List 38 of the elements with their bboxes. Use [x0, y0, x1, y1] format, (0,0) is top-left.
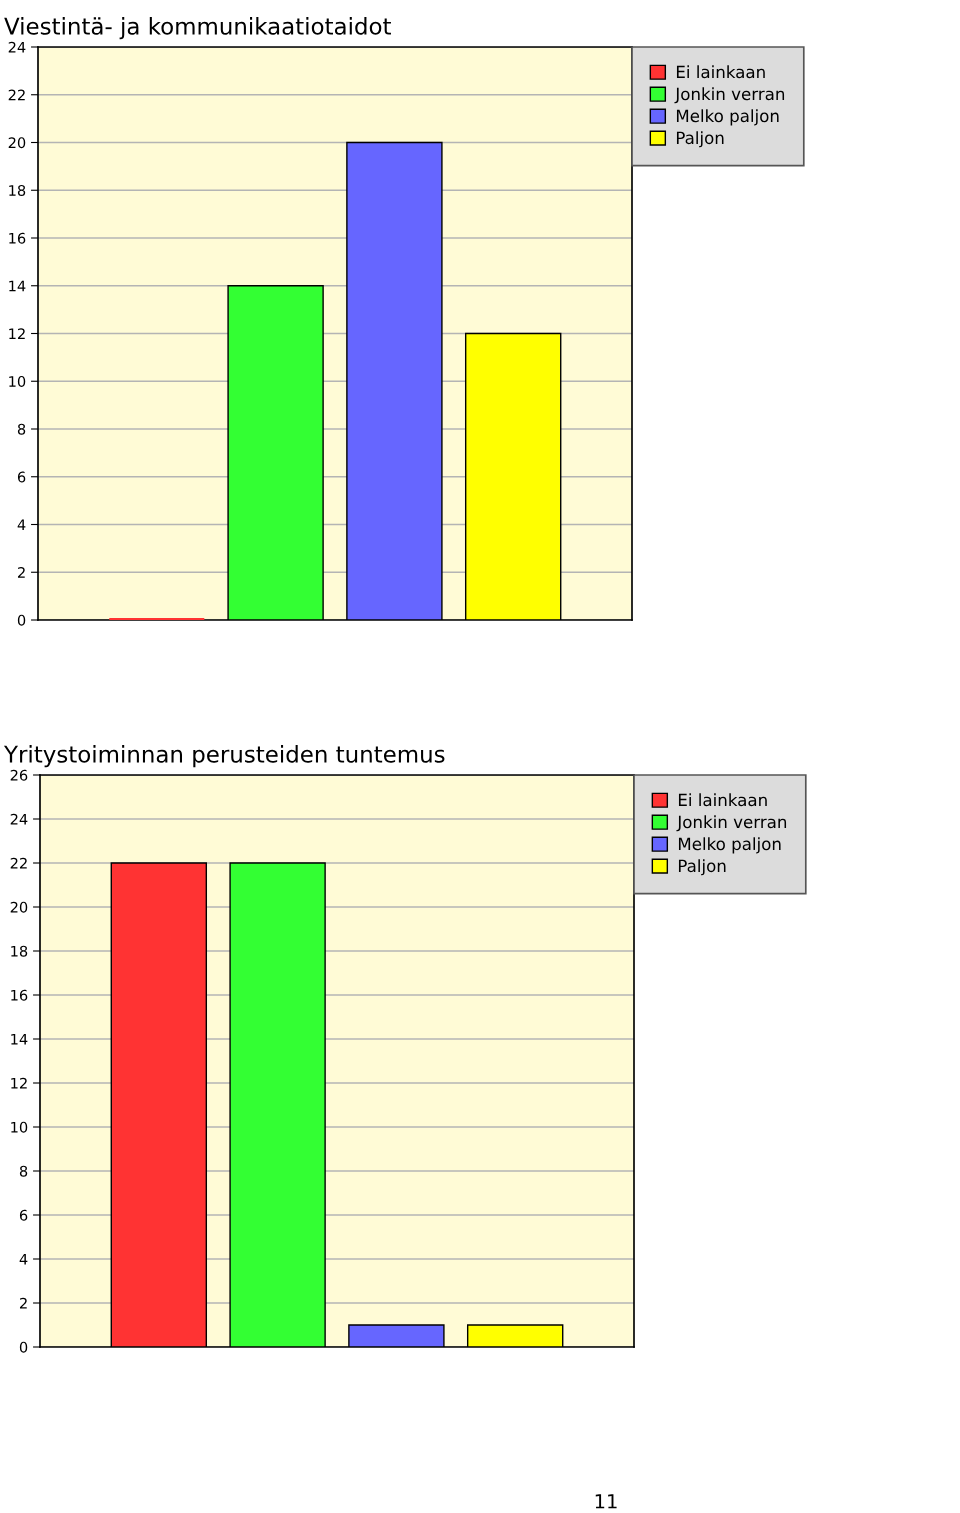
legend-label: Melko paljon	[678, 837, 781, 854]
y-tick-label: 16	[9, 232, 26, 244]
y-tick-label: 6	[17, 471, 26, 483]
y-tick-label: 0	[19, 1341, 28, 1353]
y-tick-label: 6	[19, 1209, 28, 1221]
chart-title: Viestintä- ja kommunikaatiotaidot	[4, 17, 391, 40]
y-tick-label: 12	[11, 1077, 27, 1089]
y-tick-label: 8	[17, 423, 26, 435]
y-tick-label: 8	[19, 1165, 28, 1177]
chart-title: Yritystoiminnan perusteiden tuntemus	[3, 745, 445, 768]
y-tick-label: 12	[9, 328, 25, 340]
y-tick-label: 4	[19, 1253, 28, 1265]
y-tick-label: 18	[9, 184, 26, 196]
y-tick-label: 2	[19, 1297, 27, 1309]
y-tick-label: 22	[8, 89, 25, 101]
legend-label: Melko paljon	[676, 109, 779, 126]
y-tick-label: 14	[9, 280, 26, 292]
legend-label: Ei lainkaan	[678, 793, 767, 807]
y-tick-label: 10	[9, 375, 26, 387]
y-tick-label: 26	[10, 769, 28, 781]
y-tick-label: 18	[11, 945, 28, 957]
y-tick-label: 20	[8, 137, 26, 149]
y-tick-label: 10	[11, 1121, 28, 1133]
y-tick-label: 0	[17, 614, 26, 626]
y-tick-label: 16	[11, 989, 28, 1001]
legend-label: Paljon	[676, 131, 724, 148]
legend-label: Paljon	[678, 859, 726, 876]
y-tick-label: 14	[11, 1033, 28, 1045]
y-tick-label: 22	[10, 857, 27, 869]
y-tick-label: 4	[17, 519, 26, 531]
legend-label: Ei lainkaan	[676, 65, 765, 79]
legend-label: Jonkin verran	[674, 87, 785, 104]
y-tick-label: 24	[8, 41, 26, 53]
y-tick-label: 24	[10, 813, 28, 825]
legend-label: Jonkin verran	[676, 815, 787, 832]
y-tick-label: 20	[10, 901, 28, 913]
text: 11	[595, 1494, 617, 1509]
y-tick-label: 2	[17, 566, 25, 578]
